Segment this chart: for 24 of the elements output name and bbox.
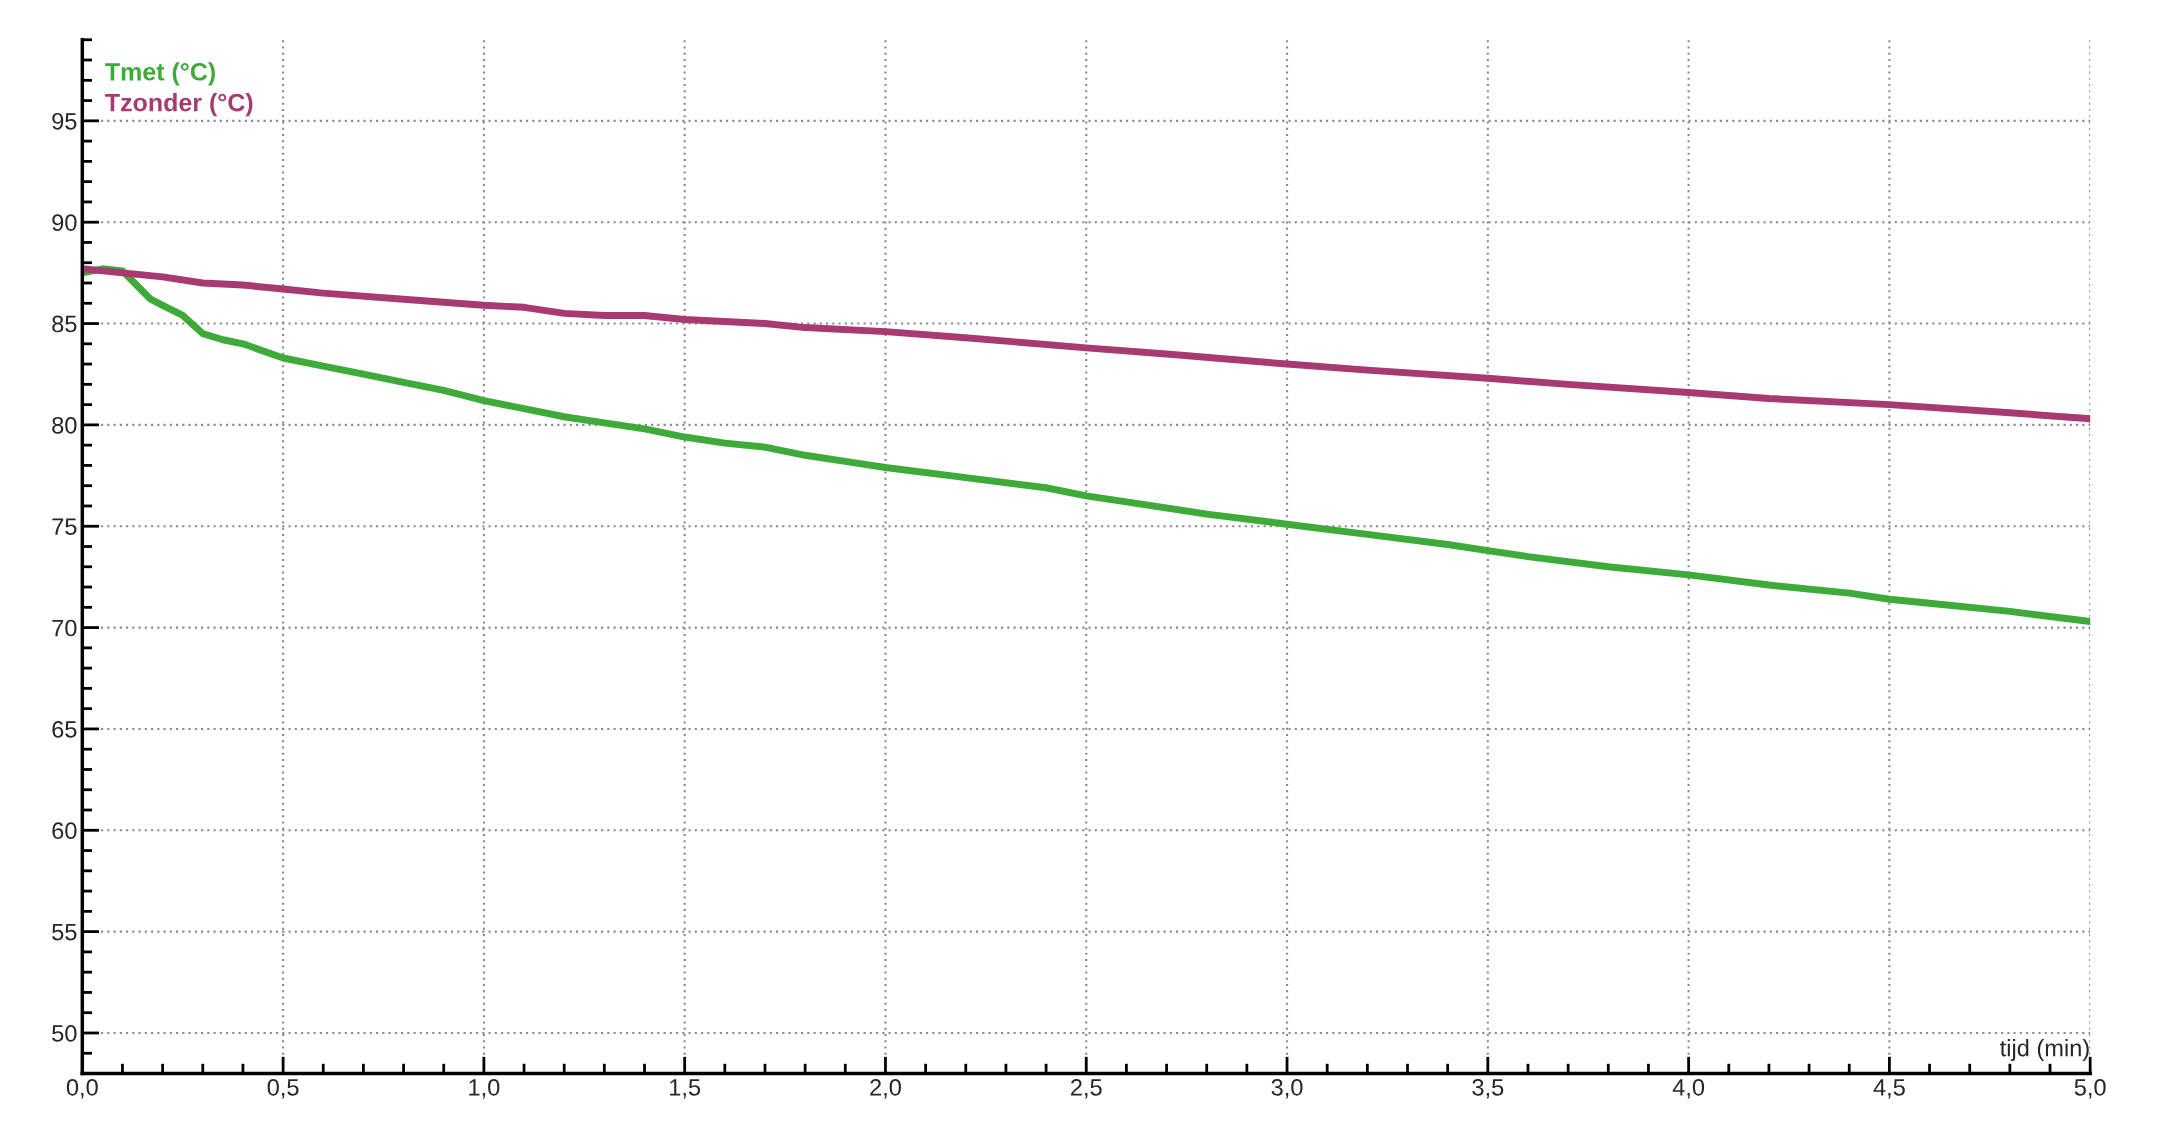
x-tick-label: 0,0 [66, 1079, 98, 1099]
text: Tmet (°C) [105, 62, 215, 86]
text: Tzonder (°C) [105, 93, 253, 117]
x-tick-label: 3,0 [1271, 1079, 1303, 1099]
y-tick-label: 70 [52, 619, 77, 637]
y-tick-label: 75 [52, 518, 77, 536]
x-tick-label: 3,5 [1472, 1079, 1504, 1099]
x-tick-label: 5,0 [2074, 1079, 2106, 1099]
x-tick-label: 4,5 [1873, 1079, 1905, 1099]
x-tick-label: 2,5 [1071, 1079, 1102, 1099]
y-tick-label: 95 [52, 112, 77, 130]
y-tick-label: 90 [52, 214, 77, 231]
x-tick-label: 2,0 [870, 1079, 901, 1099]
y-tick-label: 85 [52, 315, 77, 333]
x-tick-label: 1,0 [469, 1079, 500, 1099]
y-tick-label: 60 [52, 822, 77, 840]
x-tick-label: 1,5 [670, 1079, 701, 1099]
y-tick-label: 80 [52, 416, 77, 434]
x-axis-title: tijd (min) [2000, 1039, 2089, 1062]
x-tick-label: 4,0 [1672, 1079, 1705, 1099]
y-tick-label: 65 [52, 721, 77, 738]
x-tick-label: 0,5 [267, 1079, 299, 1099]
y-tick-label: 50 [52, 1025, 77, 1042]
y-tick-label: 55 [52, 923, 77, 941]
